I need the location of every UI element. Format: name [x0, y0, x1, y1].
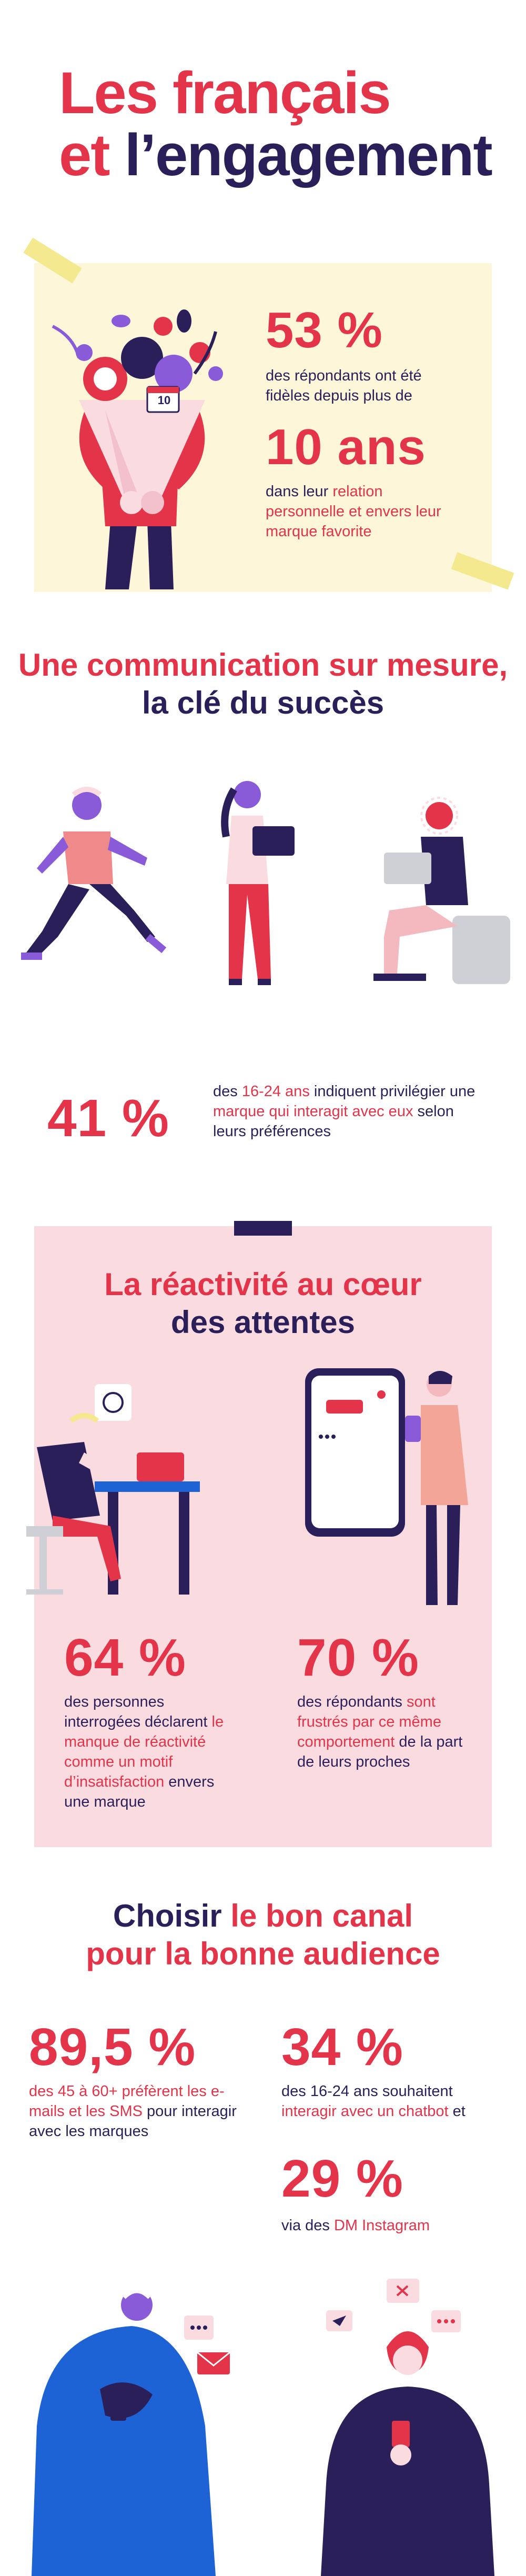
email-person-illustration — [16, 2268, 237, 2576]
waiting-person-illustration — [21, 1368, 210, 1595]
stat-70-text-highlight: sont frustrés par ce même comportement — [297, 1693, 441, 1750]
section-reactivity-title-line2: des attentes — [170, 1305, 356, 1340]
section-channel-title: Choisir le bon canal pour la bonne audie… — [0, 1897, 526, 1973]
stat-89-text: des 45 à 60+ préfèrent les e-mails et le… — [29, 2081, 239, 2141]
bouquet-illustration: 10 — [42, 295, 242, 589]
stat-64-text: des personnes interrogées déclarent le m… — [64, 1692, 243, 1812]
stat-34-text-part2: et — [452, 2103, 466, 2120]
section-communication-title-line1: Une communication sur mesure, — [18, 647, 508, 683]
title-word-et: et — [59, 122, 110, 188]
stat-41-value: 41 % — [47, 1089, 169, 1148]
stat-89-text-highlight: des 45 à 60+ préfèrent les e-mails et le… — [29, 2083, 225, 2120]
stat-41-text: des 16-24 ans indiquent privilégier une … — [213, 1081, 476, 1141]
people-illustration — [21, 779, 510, 1031]
stat-64-text-part2: envers une marque — [64, 1773, 215, 1810]
stat-70-text: des répondants sont frustrés par ce même… — [297, 1692, 471, 1772]
stat-64-value: 64 % — [64, 1628, 186, 1687]
stat-10-years-text-part1: dans leur — [266, 483, 329, 500]
section-communication-title: Une communication sur mesure, la clé du … — [0, 646, 526, 722]
stat-29-text-part1: via des — [281, 2217, 330, 2234]
section-channel-title-line2: pour la bonne audience — [86, 1936, 440, 1971]
stat-41-text-part1: des — [213, 1083, 238, 1100]
stat-41-text-part3: une — [449, 1083, 476, 1100]
stat-34-text-highlight: interagir avec un chatbot — [281, 2103, 449, 2120]
stat-41-text-part2: indiquent privilégier — [313, 1083, 446, 1100]
phone-person-illustration — [300, 1363, 494, 1610]
stat-41-text-part4: selon leurs préférences — [213, 1103, 454, 1140]
section-channel-title-highlight: le bon canal — [230, 1898, 413, 1933]
stat-64-text-highlight: le manque de réactivité comme un motif d… — [64, 1713, 224, 1790]
title-word-engagement: l’engagement — [124, 122, 493, 188]
stat-34-value: 34 % — [281, 2018, 403, 2077]
stat-34-text: des 16-24 ans souhaitent interagir avec … — [281, 2081, 502, 2121]
stat-53-value: 53 % — [266, 302, 383, 358]
stat-53-text: des répondants ont été fidèles depuis pl… — [266, 367, 422, 404]
stat-29-text-highlight: DM Instagram — [333, 2217, 430, 2234]
stat-64-text-part1: des personnes interrogées déclarent — [64, 1693, 208, 1730]
section-reactivity-title: La réactivité au cœur des attentes — [0, 1266, 526, 1341]
chat-person-illustration — [295, 2273, 505, 2576]
stat-10-years-value: 10 ans — [266, 419, 426, 475]
stat-34-text-part1: des 16-24 ans souhaitent — [281, 2083, 453, 2100]
stat-41-text-highlight1: 16-24 ans — [241, 1083, 310, 1100]
stat-89-text-rest: pour interagir avec les marques — [29, 2103, 237, 2140]
stat-70-text-part1: des répondants — [297, 1693, 402, 1710]
decorative-tab — [234, 1221, 292, 1236]
calendar-badge: 10 — [157, 394, 171, 407]
stat-41-text-highlight2: marque qui interagit avec eux — [213, 1103, 413, 1120]
section-channel-title-part1: Choisir — [113, 1898, 222, 1933]
stat-89-value: 89,5 % — [29, 2018, 196, 2077]
section-channel-title-line1: Choisir le bon canal — [0, 1897, 526, 1935]
stat-10-years-text-highlight: relation personnelle et envers leur marq… — [266, 483, 441, 540]
section-communication-title-line2: la clé du succès — [141, 685, 385, 720]
stat-70-value: 70 % — [297, 1628, 419, 1687]
stat-29-value: 29 % — [281, 2149, 403, 2208]
stat-29-text: via des DM Instagram — [281, 2216, 502, 2236]
section-reactivity-title-line1: La réactivité au cœur — [104, 1267, 422, 1302]
stat-10-years-text: dans leur relation personnelle et envers… — [266, 482, 450, 542]
page-title-line2: et l’engagement — [59, 122, 493, 188]
page-title-line1: Les français — [59, 60, 391, 126]
stat-70-text-part2: de la part de leurs proches — [297, 1733, 463, 1770]
